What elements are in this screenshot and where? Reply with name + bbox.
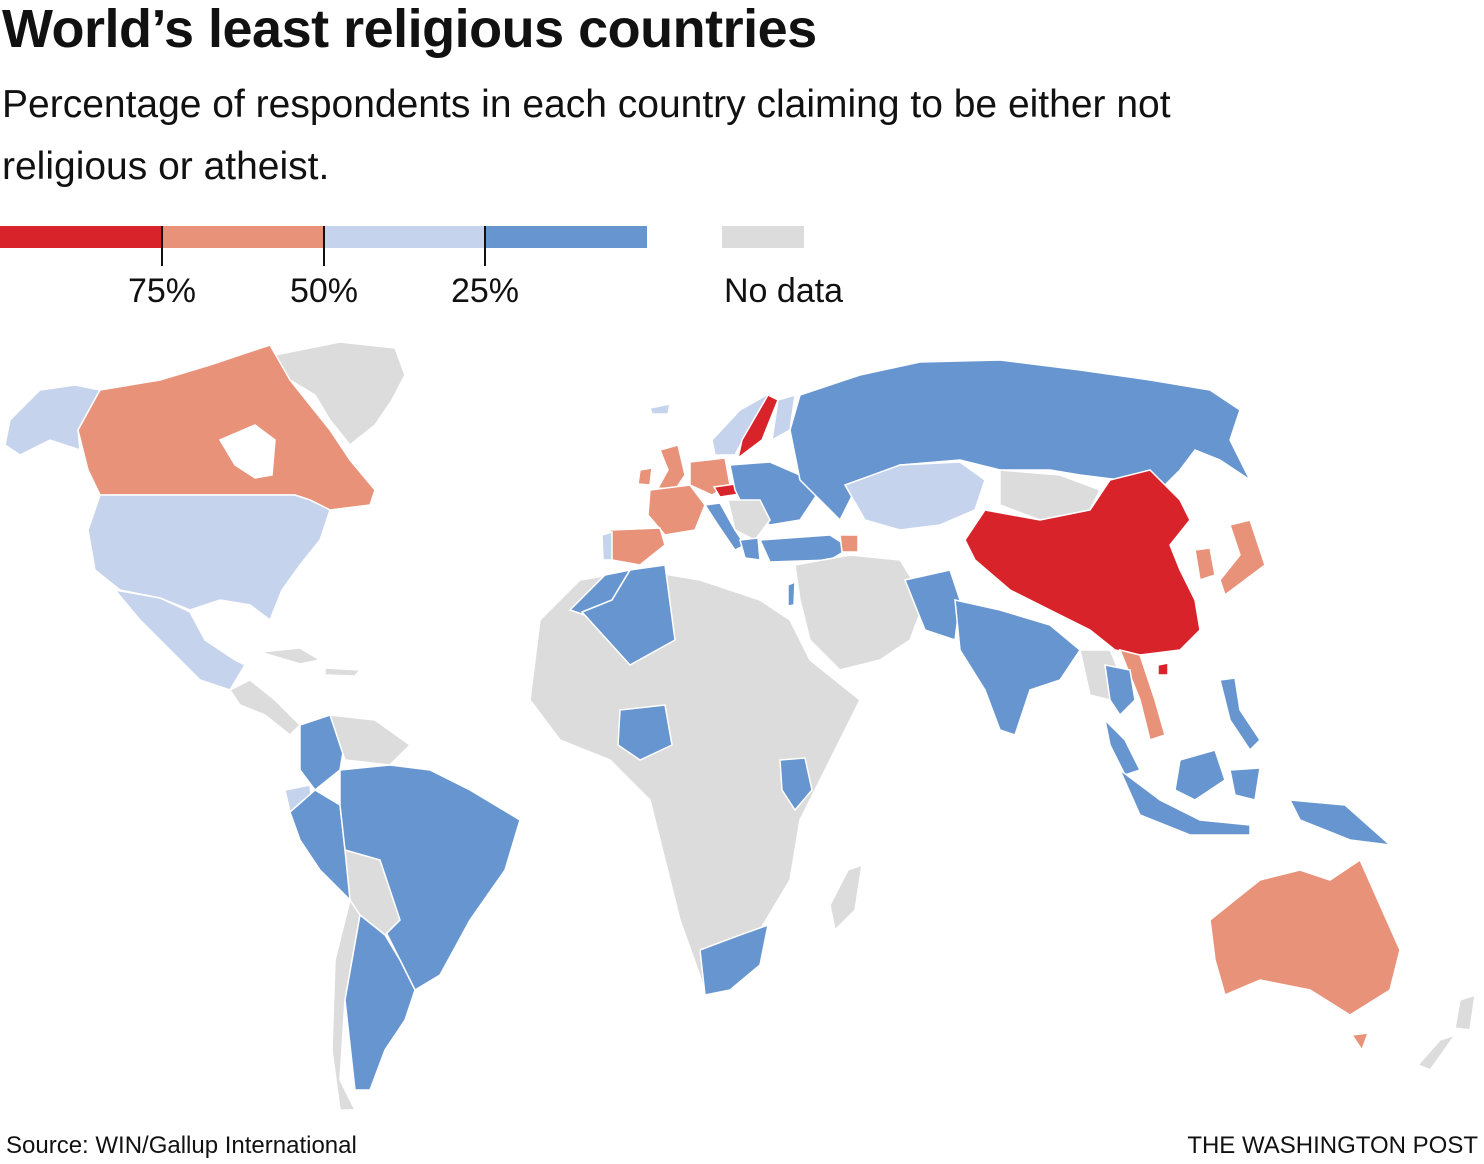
legend-tick-label: 25% — [450, 272, 520, 310]
legend-tick — [484, 226, 486, 266]
chart-subtitle: Percentage of respondents in each countr… — [2, 83, 1171, 188]
region-thailand — [1104, 664, 1136, 717]
region-malaysia — [1103, 717, 1142, 776]
region-png — [1288, 799, 1393, 847]
region-indonesia — [1118, 749, 1261, 836]
legend-bin-under-25 — [485, 226, 647, 248]
region-madagascar — [829, 863, 863, 932]
region-greenland — [273, 341, 406, 447]
legend-tick — [323, 226, 325, 266]
region-uk-ireland — [637, 444, 686, 491]
region-central-america — [228, 679, 302, 737]
legend-no-data-label: No data — [724, 272, 844, 310]
legend-no-data-swatch — [722, 226, 804, 248]
region-greece — [739, 537, 761, 561]
region-india — [954, 599, 1081, 736]
region-new-zealand — [1416, 993, 1476, 1071]
region-canada — [77, 344, 376, 511]
legend-bin-25-50 — [324, 226, 485, 248]
region-korea — [1194, 547, 1216, 581]
region-usa — [87, 494, 331, 622]
region-afghan-pak — [903, 569, 961, 642]
region-nigeria — [617, 704, 673, 761]
region-hainan — [1157, 662, 1169, 676]
region-argentina — [344, 913, 416, 1091]
region-azerbaijan — [839, 534, 859, 553]
region-africa — [529, 569, 861, 991]
region-middle-east — [794, 554, 926, 671]
legend-bin-50-75 — [162, 226, 324, 248]
region-venezuela — [328, 714, 412, 766]
world-map — [4, 341, 1476, 1111]
legend-tick-label: 50% — [289, 272, 359, 310]
region-australia — [1209, 858, 1401, 1016]
region-turkey — [758, 534, 852, 563]
legend-tick — [161, 226, 163, 266]
region-caribbean — [259, 647, 362, 677]
region-alaska — [4, 384, 102, 456]
legend-bin-75-plus — [0, 226, 162, 248]
region-kazakhstan — [843, 461, 986, 531]
region-balkans — [727, 499, 771, 541]
region-mexico — [113, 588, 247, 691]
region-kenya — [779, 757, 813, 812]
region-china — [964, 469, 1201, 656]
region-hudson-bay — [218, 424, 276, 479]
chart-title: World’s least religious countries — [2, 0, 817, 59]
region-tasmania — [1350, 1032, 1370, 1052]
region-japan — [1219, 519, 1266, 597]
region-iceland — [649, 403, 671, 415]
region-vietnam — [1118, 648, 1166, 741]
region-south-africa — [699, 923, 769, 996]
color-legend: 75% 50% 25% No data — [0, 226, 900, 316]
region-spain — [609, 527, 666, 566]
region-philippines — [1219, 677, 1261, 752]
region-israel — [787, 580, 796, 607]
region-algeria — [580, 564, 676, 666]
publisher-credit: THE WASHINGTON POST — [1187, 1132, 1478, 1159]
source-credit: Source: WIN/Gallup International — [6, 1132, 357, 1159]
legend-tick-label: 75% — [127, 272, 197, 310]
region-portugal — [601, 530, 613, 561]
region-sweden — [736, 394, 779, 460]
